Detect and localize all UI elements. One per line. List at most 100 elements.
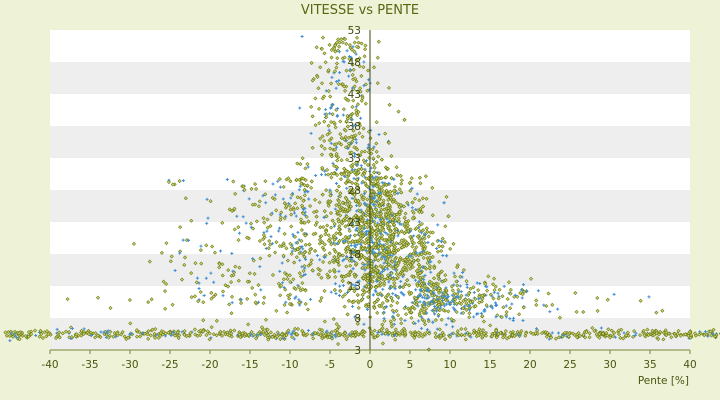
data-point xyxy=(299,203,305,208)
data-point xyxy=(298,195,303,200)
data-point xyxy=(360,96,365,101)
data-point xyxy=(444,286,448,290)
data-point xyxy=(450,293,454,297)
data-point xyxy=(307,250,312,255)
data-point xyxy=(332,47,337,52)
data-point xyxy=(359,252,364,257)
data-point xyxy=(517,312,522,317)
data-point xyxy=(377,191,381,195)
data-point xyxy=(310,114,315,119)
data-point xyxy=(241,184,246,189)
data-point xyxy=(297,238,301,242)
data-point xyxy=(285,273,290,278)
data-point xyxy=(439,306,443,310)
data-point xyxy=(393,287,397,291)
data-point xyxy=(335,209,340,214)
data-point xyxy=(353,239,358,244)
x-tick-label: -10 xyxy=(281,359,298,371)
data-point xyxy=(420,231,424,235)
data-point xyxy=(464,279,469,284)
data-point xyxy=(336,324,341,329)
data-point xyxy=(347,43,352,48)
data-point xyxy=(332,163,337,168)
data-point xyxy=(405,200,410,205)
data-point xyxy=(377,196,382,202)
data-point xyxy=(491,306,495,310)
data-point xyxy=(388,217,393,222)
data-point xyxy=(314,174,318,178)
data-point xyxy=(386,85,391,90)
data-point xyxy=(435,247,439,251)
data-point xyxy=(392,251,397,256)
data-point xyxy=(370,229,375,234)
data-point xyxy=(197,281,201,285)
data-point xyxy=(159,250,164,255)
data-point xyxy=(250,202,255,207)
data-point xyxy=(430,293,435,298)
data-point xyxy=(374,290,378,294)
data-point xyxy=(343,180,349,186)
data-point xyxy=(365,225,370,230)
data-point xyxy=(249,225,253,229)
data-point xyxy=(376,39,381,44)
data-point xyxy=(310,145,315,150)
data-point xyxy=(398,285,402,289)
data-point xyxy=(183,196,188,201)
data-point xyxy=(521,283,525,287)
data-point xyxy=(323,112,327,116)
data-point xyxy=(342,172,347,177)
data-point xyxy=(386,262,391,267)
data-point xyxy=(422,278,426,282)
data-point xyxy=(425,293,429,297)
data-point xyxy=(483,333,489,338)
data-point xyxy=(335,173,340,178)
data-point xyxy=(230,208,235,213)
data-point xyxy=(348,114,353,119)
data-point xyxy=(352,192,357,197)
data-point xyxy=(315,253,319,257)
data-point xyxy=(250,285,255,290)
data-point xyxy=(440,244,445,249)
data-point xyxy=(387,247,392,252)
data-point xyxy=(371,176,375,180)
data-point xyxy=(373,192,378,197)
data-point xyxy=(406,228,411,233)
data-point xyxy=(634,331,638,335)
data-point xyxy=(413,296,418,301)
data-point xyxy=(338,132,343,137)
data-point xyxy=(475,281,479,285)
data-point xyxy=(284,203,289,208)
data-point xyxy=(392,213,397,218)
data-point xyxy=(373,196,377,200)
data-point xyxy=(330,112,335,117)
data-point xyxy=(330,218,335,223)
data-point xyxy=(548,310,552,314)
data-point xyxy=(418,288,422,292)
data-point xyxy=(352,145,357,150)
data-point xyxy=(299,181,304,186)
data-point xyxy=(437,238,441,242)
data-point xyxy=(396,261,401,266)
data-point xyxy=(269,235,273,239)
data-point xyxy=(332,254,337,260)
data-point xyxy=(362,192,366,196)
data-point xyxy=(429,270,433,274)
data-point xyxy=(289,212,294,217)
data-point xyxy=(168,259,173,264)
data-point xyxy=(328,188,332,192)
data-point xyxy=(359,166,364,171)
data-point xyxy=(295,206,300,211)
data-point xyxy=(496,291,500,295)
data-point xyxy=(388,273,392,277)
data-point xyxy=(513,293,517,297)
data-point xyxy=(292,211,296,215)
data-point xyxy=(386,214,391,219)
data-point xyxy=(415,192,419,196)
data-point xyxy=(355,287,359,291)
data-point xyxy=(358,225,363,230)
data-point xyxy=(420,228,426,233)
data-point xyxy=(417,175,422,180)
data-point xyxy=(279,210,284,215)
data-point xyxy=(382,261,386,265)
data-point xyxy=(344,239,348,243)
